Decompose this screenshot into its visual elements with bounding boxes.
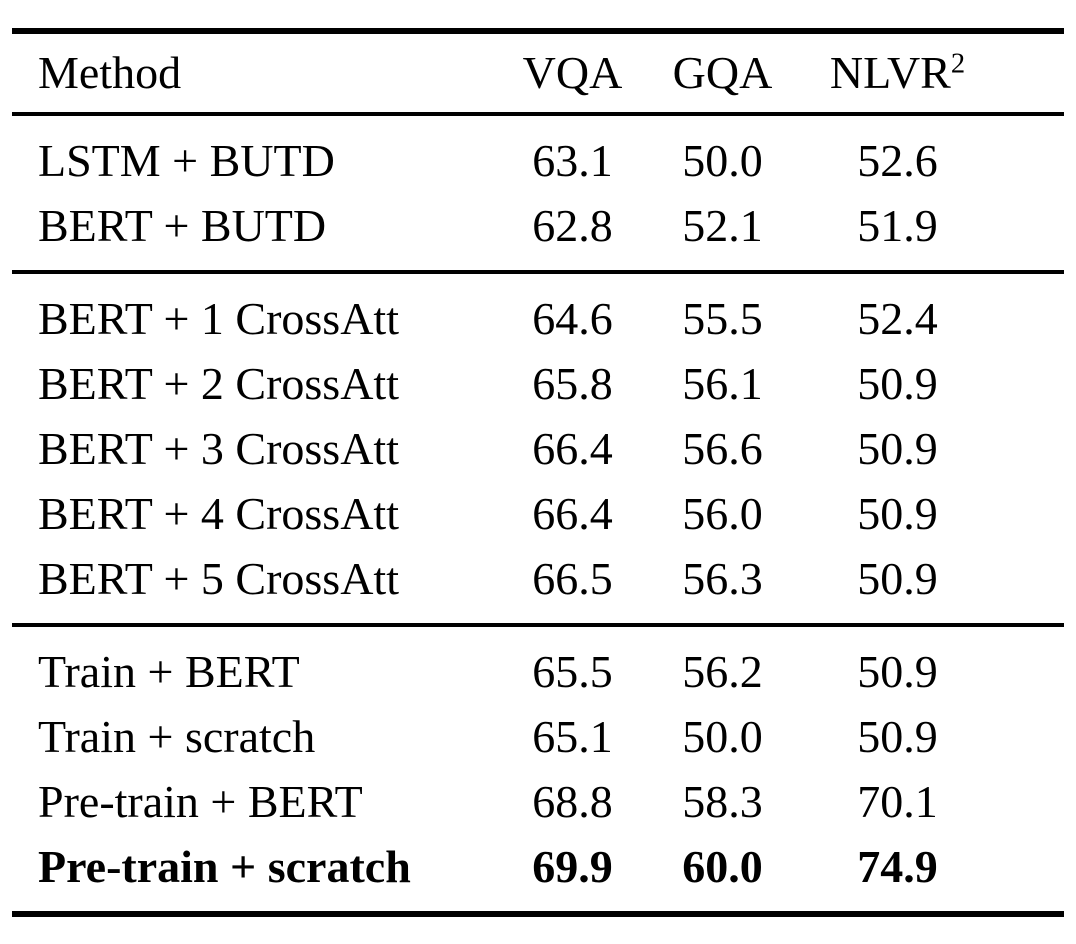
table-row: LSTM + BUTD 63.1 50.0 52.6 [12,114,1064,193]
nlvr-cell: 52.4 [857,292,938,344]
vqa-cell: 63.1 [532,134,613,186]
table-row: Train + BERT 65.5 56.2 50.9 [12,625,1064,704]
vqa-cell: 66.5 [532,552,613,604]
table-row: BERT + 1 CrossAtt 64.6 55.5 52.4 [12,272,1064,351]
spacer-cell [995,704,1064,769]
method-cell: BERT + 4 CrossAtt [38,487,399,539]
method-cell: Pre-train + scratch [38,840,411,892]
spacer-cell [995,272,1064,351]
section-baselines: LSTM + BUTD 63.1 50.0 52.6 BERT + BUTD 6… [12,114,1064,272]
gqa-cell: 56.2 [682,645,763,697]
method-cell: BERT + 2 CrossAtt [38,357,399,409]
gqa-cell: 60.0 [682,840,763,892]
table-row: Train + scratch 65.1 50.0 50.9 [12,704,1064,769]
vqa-cell: 65.1 [532,710,613,762]
table-row: BERT + 4 CrossAtt 66.4 56.0 50.9 [12,481,1064,546]
column-header-nlvr2: NLVR2 [800,31,995,116]
spacer-cell [995,625,1064,704]
nlvr-superscript: 2 [950,48,966,80]
header-row: Method VQA GQA NLVR2 [12,31,1064,116]
gqa-cell: 52.1 [682,199,763,251]
spacer-cell [995,769,1064,834]
gqa-cell: 50.0 [682,134,763,186]
table-row: BERT + 3 CrossAtt 66.4 56.6 50.9 [12,416,1064,481]
method-cell: BERT + BUTD [38,199,327,251]
column-header-gqa: GQA [645,31,800,116]
table-row: Pre-train + BERT 68.8 58.3 70.1 [12,769,1064,834]
section-pretrain: Train + BERT 65.5 56.2 50.9 Train + scra… [12,625,1064,914]
spacer-cell [995,193,1064,272]
method-cell: Train + BERT [38,645,300,697]
nlvr-cell: 70.1 [857,775,938,827]
vqa-cell: 66.4 [532,422,613,474]
nlvr-cell: 50.9 [857,710,938,762]
header-spacer [995,31,1064,116]
nlvr-cell: 51.9 [857,199,938,251]
gqa-cell: 58.3 [682,775,763,827]
table-row: BERT + 5 CrossAtt 66.5 56.3 50.9 [12,546,1064,625]
method-cell: BERT + 1 CrossAtt [38,292,399,344]
spacer-cell [995,351,1064,416]
nlvr-cell: 50.9 [857,487,938,539]
spacer-cell [995,416,1064,481]
nlvr-cell: 74.9 [857,840,938,892]
nlvr-cell: 50.9 [857,422,938,474]
gqa-cell: 50.0 [682,710,763,762]
vqa-cell: 65.5 [532,645,613,697]
spacer-cell [995,546,1064,625]
vqa-cell: 66.4 [532,487,613,539]
method-cell: BERT + 5 CrossAtt [38,552,399,604]
nlvr-cell: 50.9 [857,357,938,409]
method-cell: Train + scratch [38,710,316,762]
column-header-vqa: VQA [500,31,645,116]
spacer-cell [995,481,1064,546]
gqa-cell: 55.5 [682,292,763,344]
nlvr-cell: 50.9 [857,552,938,604]
vqa-cell: 69.9 [532,840,613,892]
method-cell: Pre-train + BERT [38,775,363,827]
vqa-cell: 62.8 [532,199,613,251]
spacer-cell [995,834,1064,914]
table-row: BERT + BUTD 62.8 52.1 51.9 [12,193,1064,272]
nlvr-cell: 50.9 [857,645,938,697]
nlvr-label: NLVR [829,47,951,98]
section-crossatt: BERT + 1 CrossAtt 64.6 55.5 52.4 BERT + … [12,272,1064,625]
table-header: Method VQA GQA NLVR2 [12,31,1064,116]
gqa-cell: 56.0 [682,487,763,539]
vqa-cell: 64.6 [532,292,613,344]
gqa-cell: 56.1 [682,357,763,409]
gqa-cell: 56.6 [682,422,763,474]
results-table: Method VQA GQA NLVR2 LSTM + BUTD 63.1 50… [12,28,1064,917]
spacer-cell [995,114,1064,193]
method-cell: BERT + 3 CrossAtt [38,422,399,474]
method-cell: LSTM + BUTD [38,134,335,186]
gqa-cell: 56.3 [682,552,763,604]
table-row-best: Pre-train + scratch 69.9 60.0 74.9 [12,834,1064,914]
vqa-cell: 68.8 [532,775,613,827]
column-header-method: Method [12,31,500,116]
table-row: BERT + 2 CrossAtt 65.8 56.1 50.9 [12,351,1064,416]
vqa-cell: 65.8 [532,357,613,409]
nlvr-cell: 52.6 [857,134,938,186]
